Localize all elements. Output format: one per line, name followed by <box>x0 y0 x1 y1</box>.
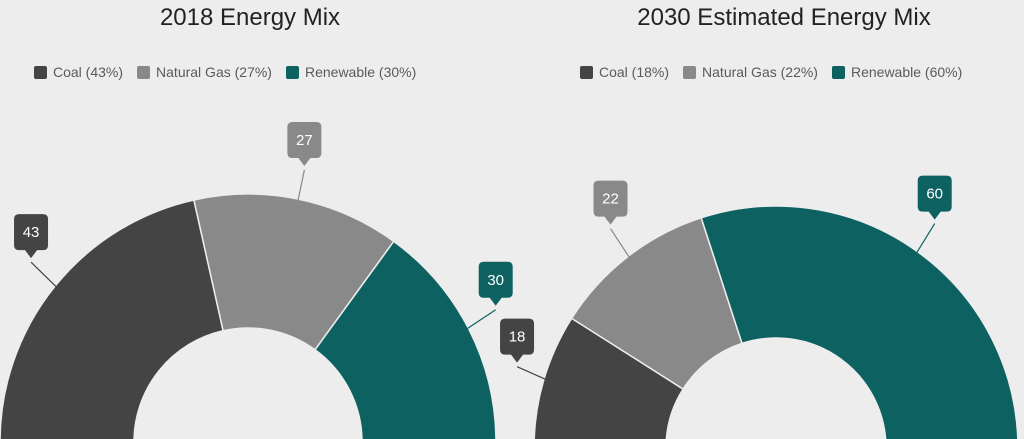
legend-2018: Coal (43%) Natural Gas (27%) Renewable (… <box>34 64 430 80</box>
legend-label: Renewable (60%) <box>850 64 963 80</box>
legend-item-natural-gas-2018[interactable]: Natural Gas (27%) <box>137 64 272 80</box>
legend-label: Coal (18%) <box>599 64 670 80</box>
legend-item-coal-2018[interactable]: Coal (43%) <box>34 64 123 80</box>
callout-line-renewable-2030 <box>909 223 936 264</box>
data-label-coal-2030: 18 <box>509 329 526 346</box>
legend-swatch-renewable <box>285 65 299 79</box>
legend-2030: Coal (18%) Natural Gas (22%) Renewable (… <box>580 64 976 80</box>
legend-swatch-coal <box>580 65 593 79</box>
slice-natural-gas-2018[interactable] <box>193 193 395 351</box>
callout-bubble-coal-2018 <box>14 214 49 259</box>
callout-line-coal-2018 <box>30 261 66 297</box>
legend-label: Renewable (30%) <box>304 64 417 80</box>
callout-bubble-renewable-2030 <box>917 175 952 220</box>
legend-swatch-coal <box>34 65 47 79</box>
slice-renewable-2030[interactable] <box>700 205 1019 439</box>
legend-item-renewable-2018[interactable]: Renewable (30%) <box>285 64 417 80</box>
callout-bubble-renewable-2018 <box>478 261 513 306</box>
legend-item-coal-2030[interactable]: Coal (18%) <box>580 64 669 80</box>
chart-title-2030: 2030 Estimated Energy Mix <box>637 4 931 31</box>
slice-renewable-2018[interactable] <box>313 240 497 439</box>
callout-bubble-coal-2030 <box>500 318 535 363</box>
legend-swatch-natural-gas <box>137 65 151 79</box>
callout-bubble-natural-gas-2018 <box>287 122 322 166</box>
callout-line-natural-gas-2018 <box>294 169 305 213</box>
data-label-renewable-2030: 60 <box>926 186 943 203</box>
legend-swatch-renewable <box>831 65 845 79</box>
data-label-renewable-2018: 30 <box>487 272 504 289</box>
callout-line-renewable-2018 <box>456 309 497 337</box>
slice-coal-2018[interactable] <box>0 199 225 439</box>
callout-line-natural-gas-2030 <box>610 228 637 269</box>
data-label-coal-2018: 43 <box>23 224 40 241</box>
legend-item-natural-gas-2030[interactable]: Natural Gas (22%) <box>683 64 818 80</box>
data-label-natural-gas-2018: 27 <box>296 132 313 149</box>
legend-item-renewable-2030[interactable]: Renewable (60%) <box>831 64 963 80</box>
chart-title-2018: 2018 Energy Mix <box>159 4 341 31</box>
callout-line-coal-2030 <box>516 366 558 385</box>
legend-label: Natural Gas (22%) <box>702 64 818 80</box>
legend-label: Coal (43%) <box>53 64 124 80</box>
callout-bubble-natural-gas-2030 <box>593 180 628 225</box>
legend-label: Natural Gas (27%) <box>156 64 272 80</box>
legend-swatch-natural-gas <box>683 65 697 79</box>
data-label-natural-gas-2030: 22 <box>602 191 619 208</box>
